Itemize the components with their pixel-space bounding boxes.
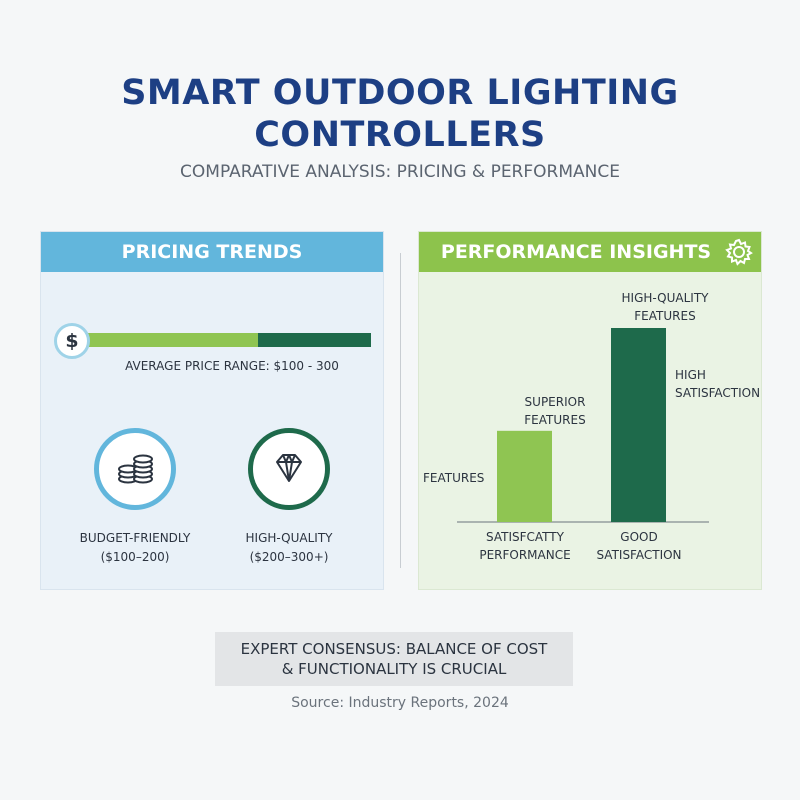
bar-1-top-label-line2: FEATURES bbox=[524, 413, 586, 427]
budget-friendly-label: BUDGET-FRIENDLY ($100–200) bbox=[60, 529, 210, 567]
high-satisfaction-line2: SATISFACTION bbox=[675, 386, 761, 400]
high-quality-range: ($200–300+) bbox=[249, 550, 329, 564]
bar-2-top-label: HIGH-QUALITY FEATURES bbox=[585, 289, 745, 325]
gear-icon bbox=[725, 238, 753, 266]
panel-divider bbox=[400, 253, 401, 568]
average-price-range-label: AVERAGE PRICE RANGE: $100 - 300 bbox=[125, 359, 339, 373]
page-subtitle: COMPARATIVE ANALYSIS: PRICING & PERFORMA… bbox=[180, 162, 620, 182]
high-satisfaction-label: HIGH SATISFACTION bbox=[675, 366, 761, 402]
pricing-trends-header: PRICING TRENDS bbox=[41, 232, 383, 272]
title-line-2: CONTROLLERS bbox=[254, 115, 546, 155]
performance-bar-2 bbox=[611, 328, 666, 522]
features-axis-label: FEATURES bbox=[423, 471, 485, 485]
bar-2-top-label-line2: FEATURES bbox=[634, 309, 696, 323]
bar-1-top-label-line1: SUPERIOR bbox=[524, 395, 586, 409]
performance-bar-chart bbox=[457, 328, 709, 523]
price-range-bar bbox=[88, 333, 371, 347]
bar-1-bottom-label-line2: PERFORMANCE bbox=[479, 548, 571, 562]
diamond-icon bbox=[248, 428, 330, 510]
performance-insights-panel: PERFORMANCE INSIGHTS FEATURES SUPERIOR F… bbox=[418, 231, 762, 590]
high-quality-label: HIGH-QUALITY ($200–300+) bbox=[214, 529, 364, 567]
bar-2-bottom-label-line2: SATISFACTION bbox=[596, 548, 682, 562]
source-citation: Source: Industry Reports, 2024 bbox=[291, 695, 509, 711]
high-quality-title: HIGH-QUALITY bbox=[245, 531, 333, 545]
pricing-trends-panel: PRICING TRENDS $ AVERAGE PRICE RANGE: $1… bbox=[40, 231, 384, 590]
budget-friendly-range: ($100–200) bbox=[100, 550, 170, 564]
consensus-line-2: & FUNCTIONALITY IS CRUCIAL bbox=[281, 660, 507, 678]
bar-1-bottom-label: SATISFCATTY PERFORMANCE bbox=[465, 528, 585, 564]
bar-2-bottom-label-line1: GOOD bbox=[620, 530, 658, 544]
title-line-1: SMART OUTDOOR LIGHTING bbox=[121, 73, 679, 113]
budget-friendly-title: BUDGET-FRIENDLY bbox=[79, 531, 191, 545]
price-range-bar-fill bbox=[88, 333, 258, 347]
performance-insights-header: PERFORMANCE INSIGHTS bbox=[419, 232, 761, 272]
bar-2-top-label-line1: HIGH-QUALITY bbox=[621, 291, 709, 305]
bar-1-bottom-label-line1: SATISFCATTY bbox=[486, 530, 564, 544]
bar-2-bottom-label: GOOD SATISFACTION bbox=[579, 528, 699, 564]
page-title: SMART OUTDOOR LIGHTING CONTROLLERS bbox=[0, 72, 800, 156]
consensus-line-1: EXPERT CONSENSUS: BALANCE OF COST bbox=[240, 640, 548, 658]
high-satisfaction-line1: HIGH bbox=[675, 368, 706, 382]
dollar-icon: $ bbox=[54, 323, 90, 359]
performance-bar-1 bbox=[497, 430, 552, 522]
coin-stack-icon bbox=[94, 428, 176, 510]
bar-1-top-label: SUPERIOR FEATURES bbox=[485, 393, 625, 429]
expert-consensus-box: EXPERT CONSENSUS: BALANCE OF COST & FUNC… bbox=[215, 632, 573, 686]
